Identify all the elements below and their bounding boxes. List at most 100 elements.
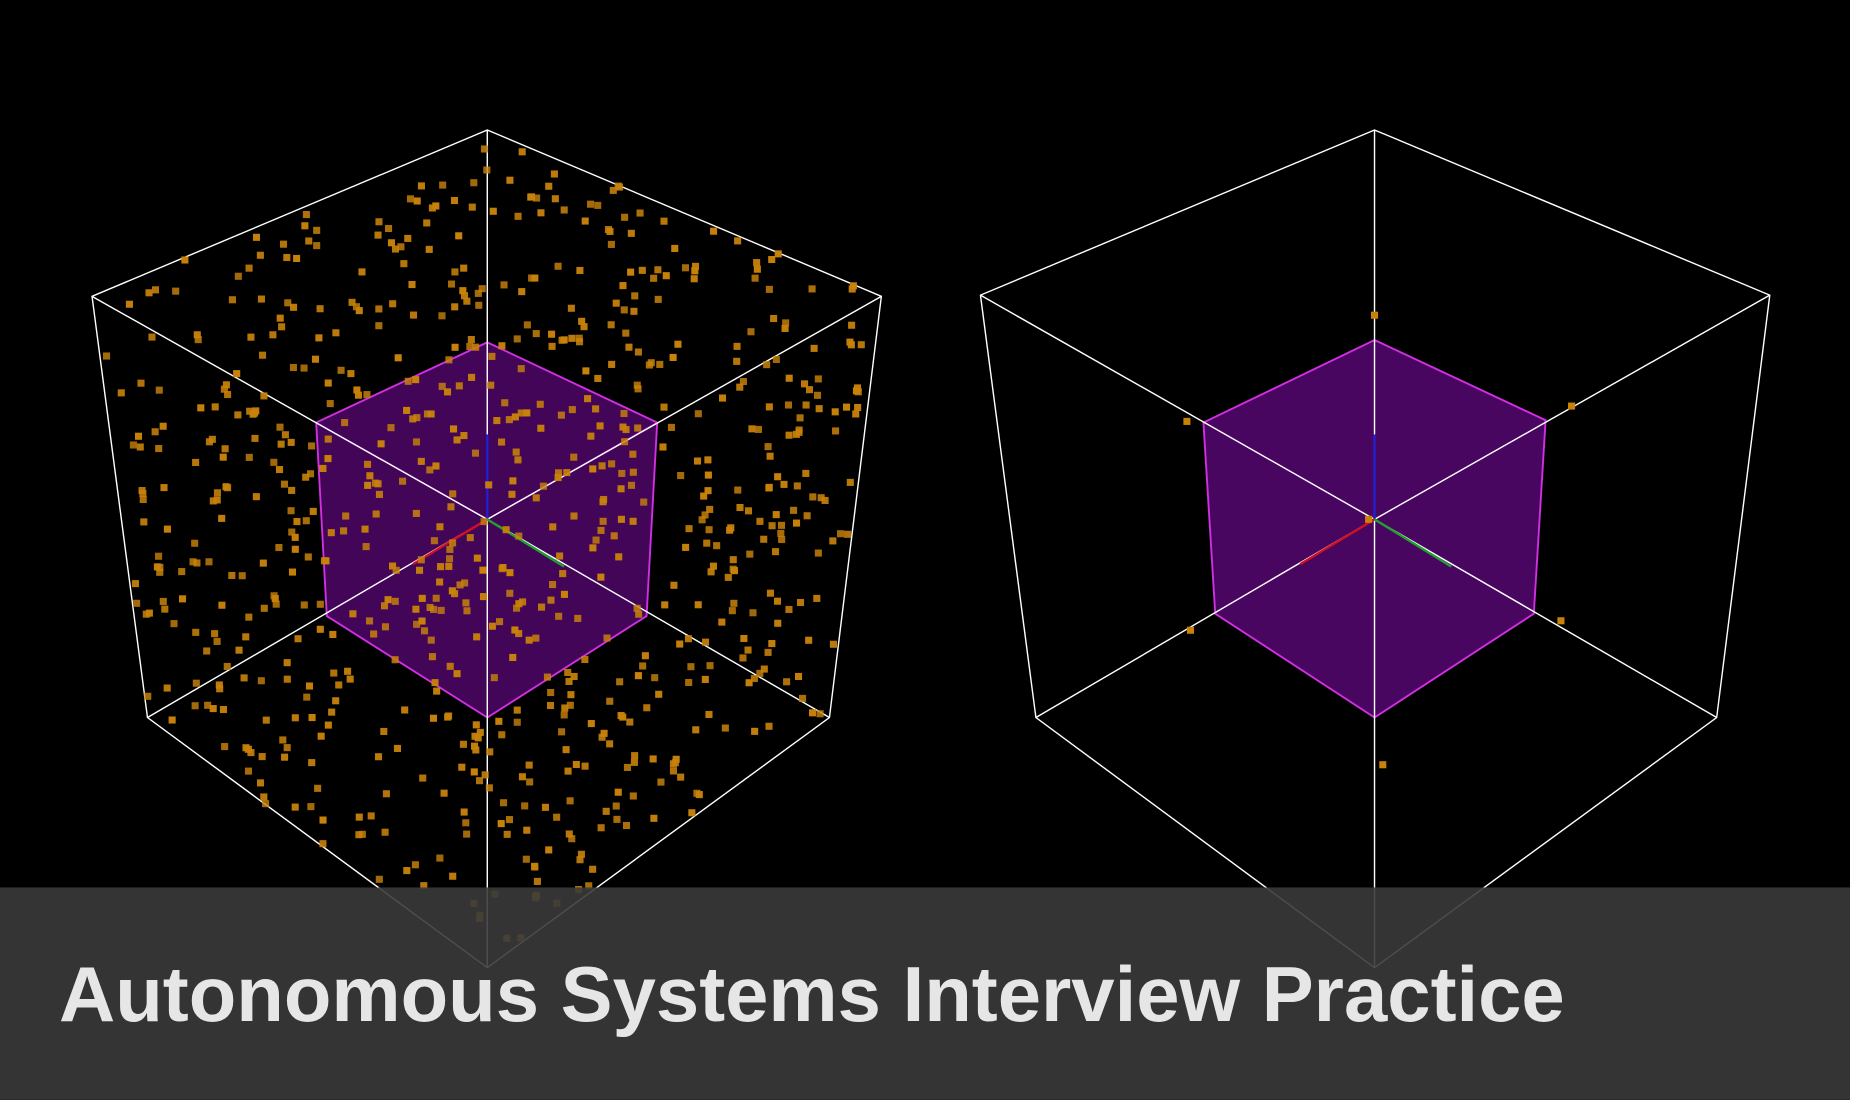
point xyxy=(813,594,821,602)
point xyxy=(450,196,459,205)
point xyxy=(622,821,631,830)
point xyxy=(401,706,409,714)
point xyxy=(592,405,600,413)
point xyxy=(706,662,714,670)
point xyxy=(472,746,480,754)
point xyxy=(361,525,369,533)
point xyxy=(439,181,447,189)
point xyxy=(287,507,295,515)
point xyxy=(733,357,741,365)
point xyxy=(813,391,822,399)
point xyxy=(764,443,772,451)
point xyxy=(475,777,484,785)
point xyxy=(238,572,246,580)
point xyxy=(500,281,508,289)
point xyxy=(792,519,801,527)
point xyxy=(821,496,829,504)
point xyxy=(561,704,569,712)
point xyxy=(170,620,178,628)
point xyxy=(329,630,337,639)
point xyxy=(829,640,837,648)
point xyxy=(480,145,488,153)
point xyxy=(774,250,782,258)
point xyxy=(224,484,232,492)
point xyxy=(694,601,702,609)
point xyxy=(774,619,782,627)
point xyxy=(704,471,712,479)
point xyxy=(657,778,665,786)
point xyxy=(682,543,690,551)
point xyxy=(803,512,811,520)
point xyxy=(418,617,426,625)
point xyxy=(355,307,363,315)
point xyxy=(472,721,480,729)
point xyxy=(244,767,253,775)
point xyxy=(592,536,600,544)
point xyxy=(151,428,159,436)
point xyxy=(335,681,343,689)
point xyxy=(568,406,576,414)
point xyxy=(751,727,759,735)
point xyxy=(242,744,250,752)
point xyxy=(558,728,566,736)
point xyxy=(532,634,540,642)
point xyxy=(662,272,670,280)
point xyxy=(125,300,133,308)
point xyxy=(394,354,402,362)
point xyxy=(460,292,469,300)
point xyxy=(463,297,471,305)
point xyxy=(216,685,224,693)
point xyxy=(384,596,392,604)
point xyxy=(437,563,445,571)
point xyxy=(258,753,266,761)
point xyxy=(178,595,187,603)
point xyxy=(575,334,583,342)
point xyxy=(432,462,440,470)
point xyxy=(349,610,357,618)
point xyxy=(389,300,397,308)
point xyxy=(313,242,321,250)
point xyxy=(634,424,642,432)
point xyxy=(676,640,684,648)
point xyxy=(451,303,459,311)
point xyxy=(512,448,520,456)
point xyxy=(291,533,299,541)
point xyxy=(793,482,801,490)
point xyxy=(438,382,446,390)
point xyxy=(773,597,782,605)
point xyxy=(774,473,782,481)
point xyxy=(417,457,425,465)
point xyxy=(798,694,807,702)
point xyxy=(420,882,428,890)
point xyxy=(269,331,277,339)
point xyxy=(181,256,189,264)
point xyxy=(449,539,457,547)
point xyxy=(600,495,608,504)
point xyxy=(161,605,169,613)
point xyxy=(374,753,383,761)
point xyxy=(453,436,461,444)
x-axis xyxy=(1299,518,1376,566)
point xyxy=(259,559,267,567)
point xyxy=(728,607,736,615)
point xyxy=(308,442,316,450)
point xyxy=(400,260,408,268)
point xyxy=(324,455,332,463)
point xyxy=(656,360,664,368)
point xyxy=(197,404,205,412)
point xyxy=(316,600,324,608)
point xyxy=(211,403,219,411)
point xyxy=(252,233,261,241)
point xyxy=(220,385,228,393)
point xyxy=(444,713,452,721)
point xyxy=(403,867,411,875)
point xyxy=(302,473,310,481)
point xyxy=(533,194,541,202)
caption-title: Autonomous Systems Interview Practice xyxy=(59,952,1565,1038)
point xyxy=(470,768,478,776)
point xyxy=(272,600,280,608)
point xyxy=(306,470,315,478)
point xyxy=(693,457,702,465)
point xyxy=(291,803,299,811)
point xyxy=(189,558,197,566)
